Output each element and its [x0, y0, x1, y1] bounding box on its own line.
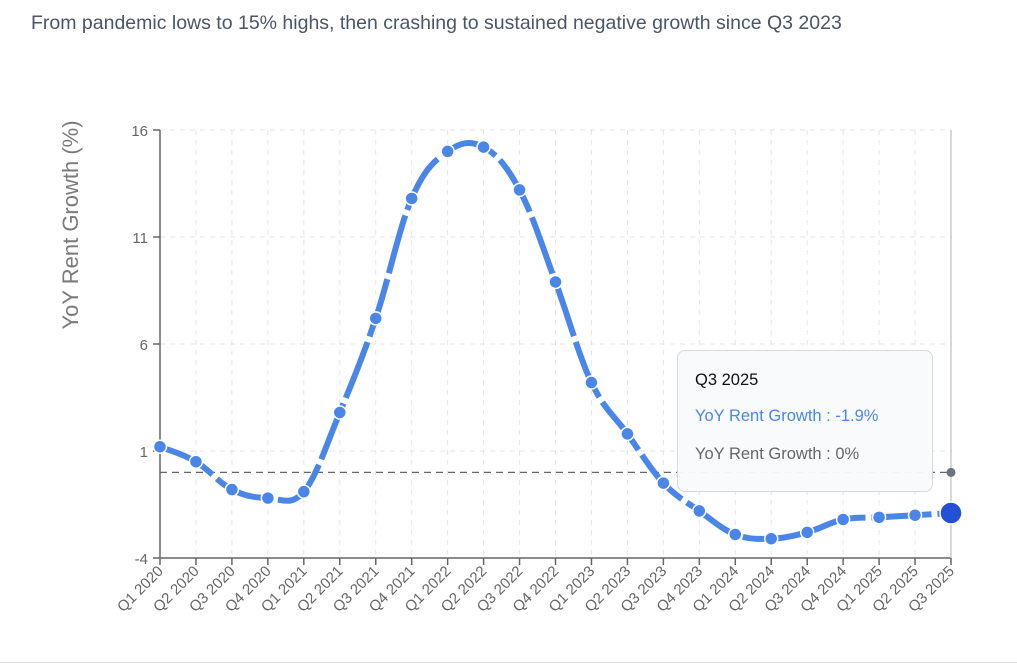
data-point: [260, 490, 276, 506]
data-point: [404, 191, 419, 206]
data-point: [620, 426, 635, 442]
data-point: [728, 527, 743, 542]
data-point: [763, 531, 779, 546]
tooltip-value: -1.9%: [835, 407, 879, 425]
tooltip: Q3 2025 YoY Rent Growth : -1.9% YoY Rent…: [677, 350, 933, 492]
y-tick-label: 16: [131, 123, 148, 140]
y-tick-label: 1: [140, 444, 148, 461]
data-point: [799, 525, 815, 540]
y-tick-label: -4: [135, 551, 148, 568]
tooltip-row-reference: YoY Rent Growth : 0%: [695, 445, 932, 464]
data-point: [224, 482, 240, 497]
tooltip-title: Q3 2025: [695, 371, 759, 389]
tooltip-label: YoY Rent Growth: [695, 407, 822, 425]
data-point: [835, 512, 851, 527]
data-point: [512, 182, 527, 198]
tooltip-separator: :: [821, 407, 836, 425]
data-point: [368, 311, 383, 326]
chart-subtitle: From pandemic lows to 15% highs, then cr…: [31, 12, 842, 34]
y-tick-label: 6: [140, 337, 148, 354]
data-point: [188, 454, 204, 469]
growth-series: [152, 139, 952, 546]
data-point: [296, 484, 312, 499]
data-point: [548, 274, 563, 290]
data-point: [476, 139, 491, 155]
tooltip-label: YoY Rent Growth: [695, 445, 822, 463]
data-point: [584, 375, 599, 390]
data-point: [907, 507, 923, 523]
active-reference-point: [946, 467, 956, 477]
active-data-point: [939, 501, 963, 525]
tooltip-value: 0%: [835, 445, 860, 463]
data-point: [871, 510, 887, 525]
data-point: [440, 144, 455, 159]
data-point: [152, 439, 168, 454]
data-point: [656, 475, 671, 491]
y-tick-label: 11: [132, 230, 148, 247]
data-point: [692, 503, 707, 519]
y-axis-title: YoY Rent Growth (%): [58, 120, 83, 329]
tooltip-row-growth: YoY Rent Growth : -1.9%: [695, 407, 932, 426]
tooltip-separator: :: [821, 445, 836, 463]
data-point: [332, 405, 348, 420]
grid: [160, 129, 952, 559]
hover-cursor: [939, 130, 963, 558]
